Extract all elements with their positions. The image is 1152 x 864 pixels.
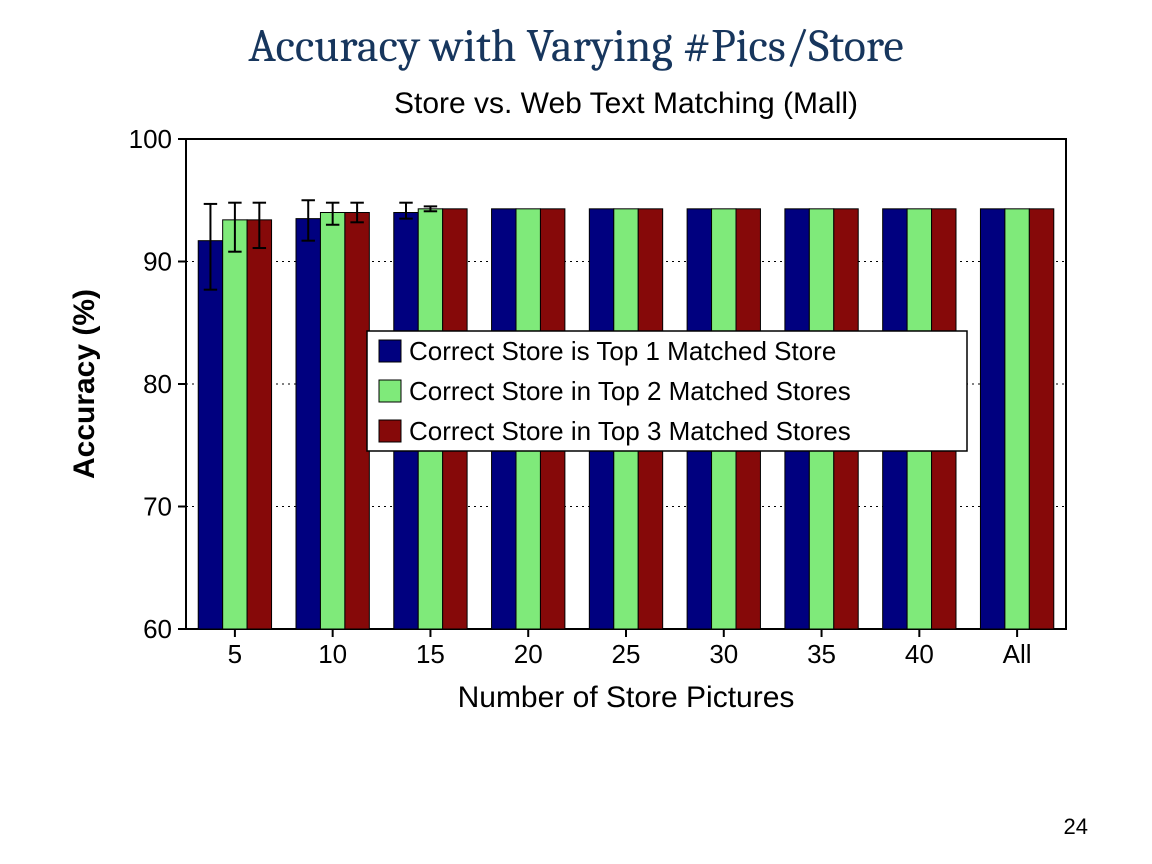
- svg-text:70: 70: [143, 492, 172, 522]
- svg-text:Number of Store Pictures: Number of Store Pictures: [458, 681, 795, 714]
- svg-text:Correct Store in Top 3 Matched: Correct Store in Top 3 Matched Stores: [409, 416, 851, 446]
- svg-text:5: 5: [228, 639, 242, 669]
- svg-text:Accuracy (%): Accuracy (%): [68, 289, 101, 479]
- svg-text:Store vs. Web Text Matching (M: Store vs. Web Text Matching (Mall): [394, 87, 858, 120]
- svg-text:15: 15: [416, 639, 445, 669]
- svg-text:90: 90: [143, 247, 172, 277]
- svg-text:80: 80: [143, 369, 172, 399]
- page-number: 24: [1064, 814, 1088, 840]
- svg-text:25: 25: [612, 639, 641, 669]
- slide-title: Accuracy with Varying #Pics/Store: [0, 0, 1152, 79]
- chart-container: Store vs. Web Text Matching (Mall) 60 70 80…: [46, 79, 1106, 759]
- svg-text:20: 20: [514, 639, 543, 669]
- svg-text:100: 100: [129, 124, 172, 154]
- svg-text:35: 35: [807, 639, 836, 669]
- svg-text:All: All: [1003, 639, 1032, 669]
- chart-svg: Store vs. Web Text Matching (Mall) 60 70 80…: [46, 79, 1106, 759]
- svg-text:Correct Store in Top 2 Matched: Correct Store in Top 2 Matched Stores: [409, 376, 851, 406]
- svg-text:40: 40: [905, 639, 934, 669]
- svg-text:60: 60: [143, 614, 172, 644]
- svg-text:30: 30: [709, 639, 738, 669]
- svg-text:10: 10: [318, 639, 347, 669]
- svg-text:Correct Store is Top 1 Matched: Correct Store is Top 1 Matched Store: [409, 336, 836, 366]
